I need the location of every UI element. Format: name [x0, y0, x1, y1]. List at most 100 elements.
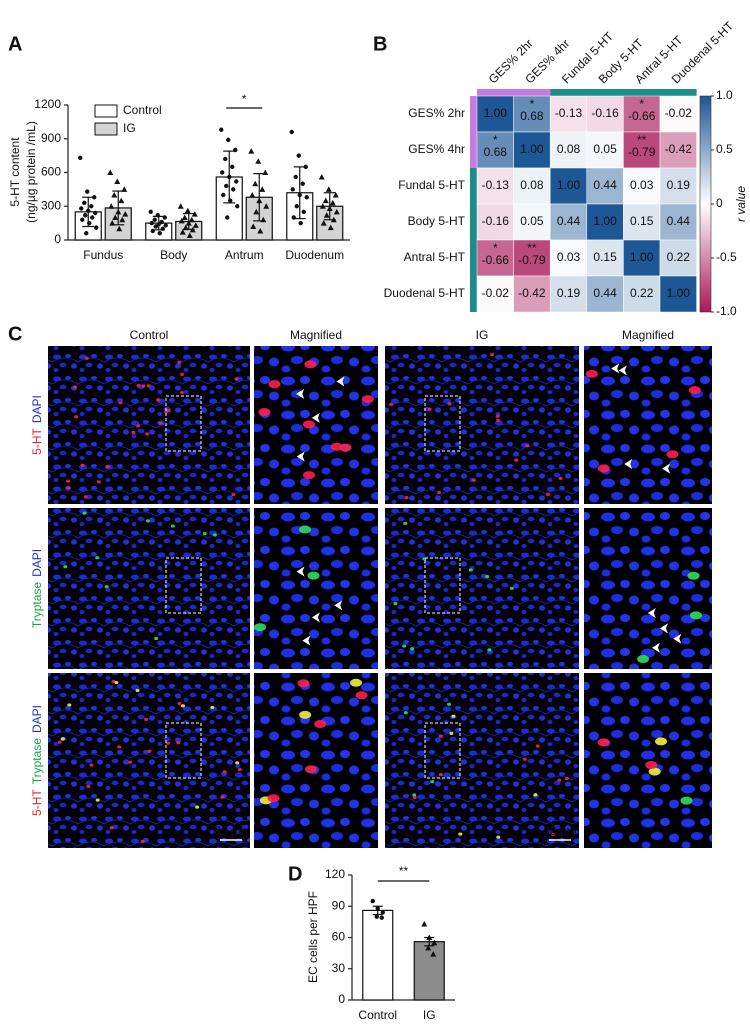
stain	[140, 839, 145, 844]
group-strip	[477, 89, 551, 96]
data-point	[425, 944, 432, 951]
data-point	[181, 214, 188, 220]
arrowhead	[611, 363, 620, 374]
row-label-word: Tryptase	[30, 738, 44, 785]
data-point	[380, 910, 385, 915]
stain	[158, 421, 163, 425]
stain	[564, 776, 569, 781]
stain	[688, 386, 701, 395]
row-label: Fundal 5-HT	[398, 178, 465, 192]
data-point	[188, 216, 195, 223]
data-point	[184, 207, 191, 214]
row-label: Antral 5-HT	[404, 250, 466, 264]
data-point	[250, 223, 257, 229]
row-label: GES% 4hr	[408, 142, 465, 156]
arrowhead	[662, 463, 671, 474]
y-tick-label: 0	[338, 992, 345, 1006]
panel-label: A	[8, 33, 22, 55]
roi-box	[424, 395, 461, 452]
heatmap-cell	[623, 95, 661, 133]
data-point	[119, 216, 126, 223]
stain	[258, 408, 271, 417]
data-point	[293, 174, 298, 180]
data-point	[235, 204, 240, 209]
cell-label: -0.79	[628, 145, 656, 159]
heatmap-cell	[586, 239, 624, 277]
data-point	[118, 197, 125, 204]
data-point	[82, 200, 87, 206]
heatmap-cell	[659, 239, 697, 277]
stain	[509, 586, 514, 590]
stain	[73, 385, 78, 389]
legend-label: Control	[123, 103, 162, 117]
micrograph	[254, 346, 378, 504]
stain	[253, 623, 266, 632]
data-point	[257, 228, 264, 234]
row-label: Body 5-HT	[408, 214, 466, 228]
stain	[268, 380, 281, 389]
cell-label: 1.00	[484, 106, 508, 120]
cell-label: -0.42	[518, 286, 546, 300]
stain	[303, 471, 316, 480]
stain	[449, 731, 454, 735]
data-point	[329, 199, 336, 206]
column-title: Magnified	[622, 328, 674, 342]
stain	[156, 398, 161, 402]
cell-label: 0.15	[630, 214, 654, 228]
heatmap-cell	[623, 239, 661, 277]
data-point	[111, 192, 118, 198]
stain	[231, 492, 236, 497]
stain	[177, 360, 182, 364]
stain	[234, 377, 239, 381]
cell-label: -0.16	[591, 106, 619, 120]
stain	[389, 402, 394, 406]
cell-significance: *	[493, 241, 498, 255]
arrowhead	[659, 623, 668, 634]
stain	[304, 360, 317, 369]
data-point	[219, 127, 224, 132]
stain	[136, 383, 141, 388]
cell-label: 0.15	[593, 250, 617, 264]
roi-box	[165, 722, 202, 779]
stain	[403, 711, 408, 715]
cell-label: 1.00	[630, 250, 654, 264]
cell-label: 0.08	[557, 142, 581, 156]
data-point	[152, 217, 157, 222]
cell-label: 0.44	[593, 178, 617, 192]
cell-significance: **	[527, 241, 537, 255]
heatmap-cell	[513, 131, 551, 169]
heatmap-cell	[659, 131, 697, 169]
arrowhead	[624, 459, 633, 470]
data-point	[230, 164, 235, 170]
stain	[339, 443, 352, 452]
stain	[485, 575, 490, 579]
cell-label: -0.02	[665, 106, 693, 120]
data-point	[159, 219, 164, 225]
stain	[525, 444, 530, 448]
panel-label: C	[8, 323, 22, 345]
data-point	[94, 225, 99, 230]
stain	[447, 402, 452, 406]
stain	[67, 703, 72, 707]
cell-label: 0.44	[557, 214, 581, 228]
micrograph	[254, 673, 378, 848]
stain	[114, 680, 119, 685]
data-point	[83, 213, 88, 218]
stain	[118, 401, 123, 405]
cell-label: -0.42	[665, 142, 693, 156]
data-point	[112, 214, 119, 220]
row-label-word: DAPI	[30, 549, 44, 577]
cell-significance: *	[493, 133, 498, 147]
stain	[557, 778, 562, 782]
stain	[235, 761, 240, 765]
heatmap-cell	[659, 275, 697, 313]
arrowhead	[296, 388, 305, 399]
cell-label: 1.00	[520, 142, 544, 156]
data-point	[179, 229, 186, 235]
stain	[495, 414, 500, 418]
cell-significance: *	[639, 97, 644, 111]
data-point	[178, 217, 185, 224]
cell-label: 0.19	[557, 286, 581, 300]
stain	[180, 372, 185, 376]
stain	[63, 565, 68, 569]
